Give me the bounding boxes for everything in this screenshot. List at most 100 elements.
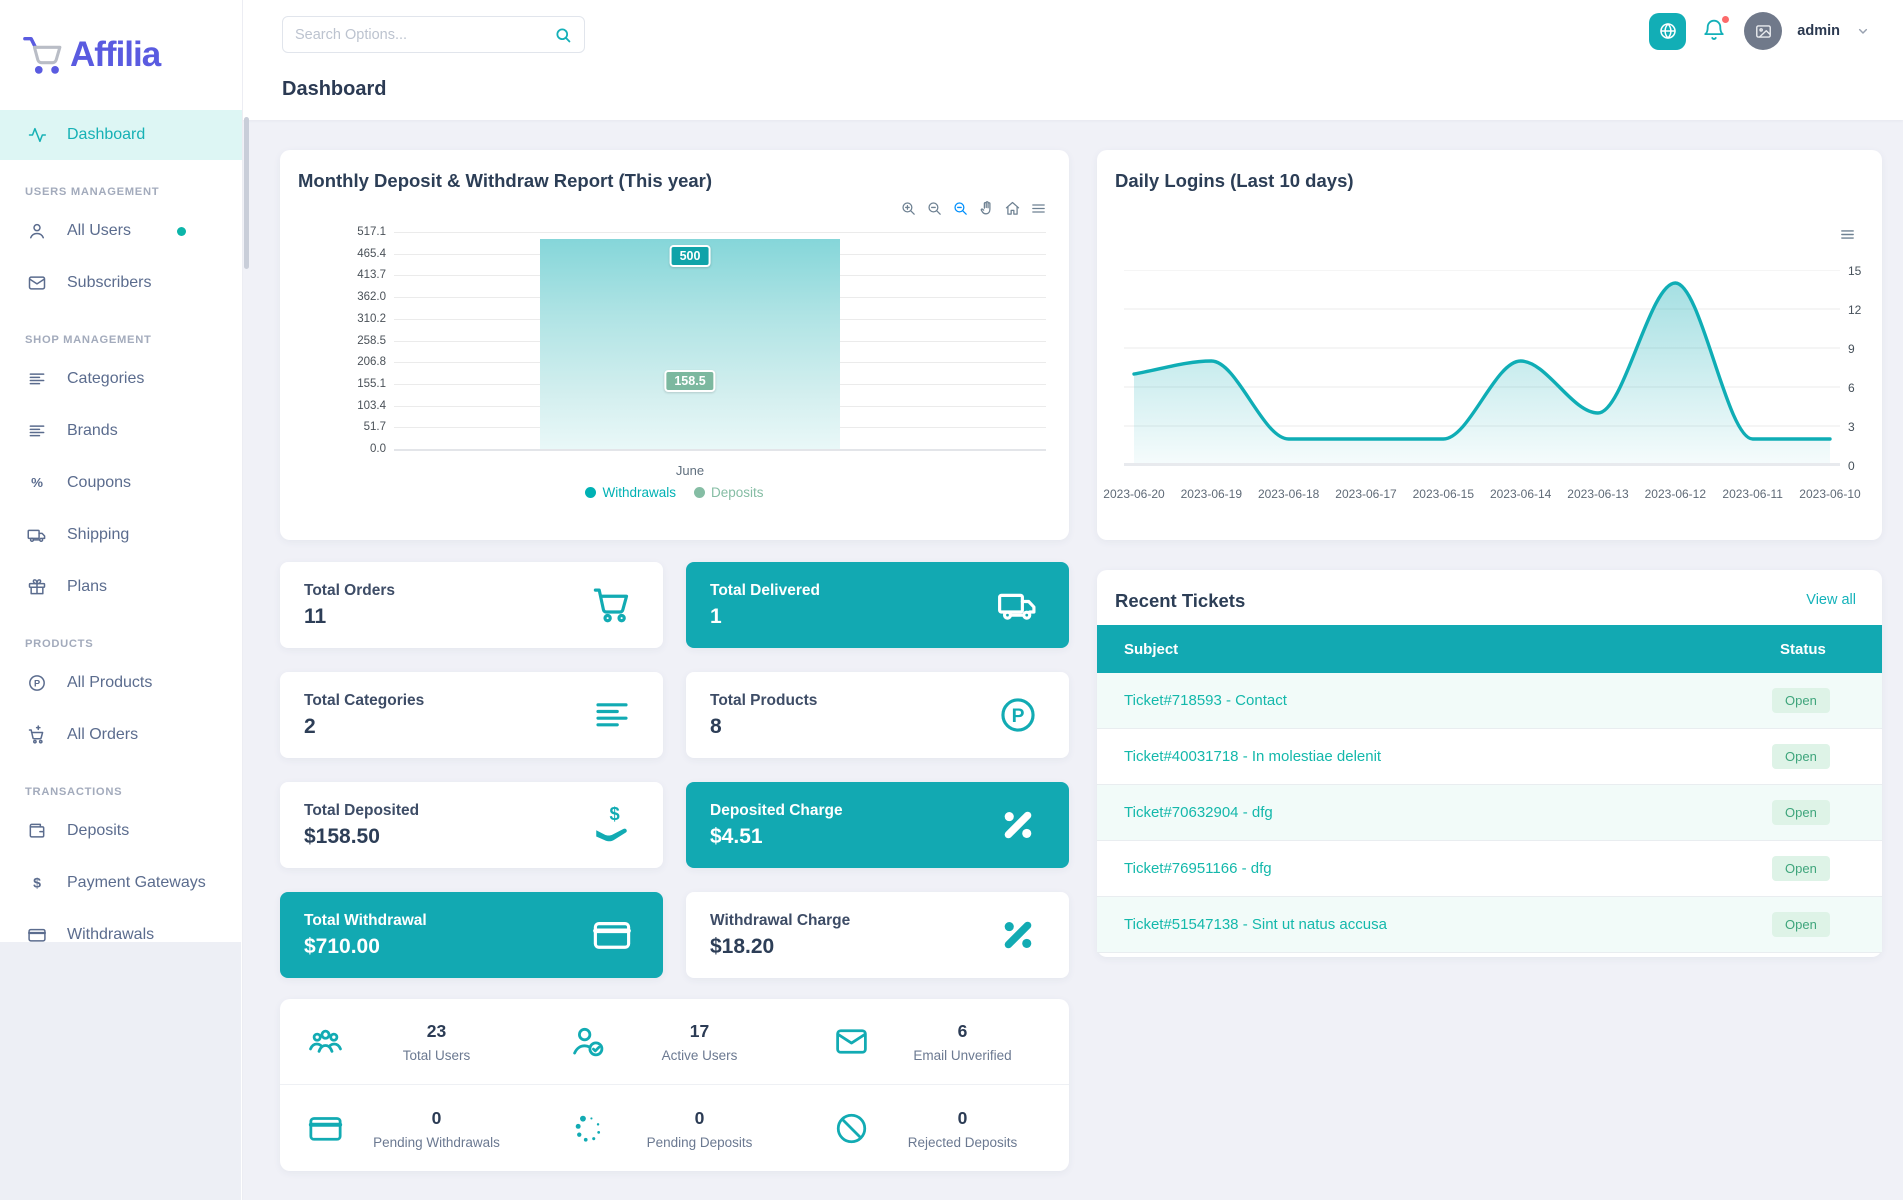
svg-text:%: %: [31, 475, 43, 490]
chevron-down-icon[interactable]: [1855, 23, 1871, 39]
percent-icon: %: [27, 473, 47, 493]
sidebar-item-payment-gateways[interactable]: $ Payment Gateways: [0, 858, 242, 908]
stat-label: Total Orders: [304, 581, 396, 599]
area-chart-svg: [1124, 270, 1840, 465]
sidebar-item-label: Categories: [67, 370, 145, 387]
user-menu[interactable]: admin: [1797, 23, 1840, 39]
status-badge: Open: [1772, 688, 1830, 713]
search-input[interactable]: [283, 26, 554, 43]
y-axis-tick: 362.0: [357, 291, 386, 304]
stat-label: Withdrawal Charge: [710, 911, 851, 929]
sidebar-item-label: Subscribers: [67, 274, 152, 291]
ticket-link[interactable]: Ticket#76951166 - dfg: [1124, 860, 1272, 877]
legend-label: Deposits: [711, 485, 764, 500]
p-circle-icon: P: [27, 673, 47, 693]
x-axis-tick: 2023-06-19: [1180, 487, 1243, 501]
zoom-in-icon[interactable]: [900, 200, 917, 217]
dollar-icon: $: [27, 873, 47, 893]
tickets-rows: Ticket#718593 - Contact Open Ticket#400317…: [1097, 673, 1882, 953]
selection-zoom-icon[interactable]: [952, 200, 969, 217]
y-axis-tick: 413.7: [357, 269, 386, 282]
truck-icon: [27, 525, 47, 545]
x-axis-tick: 2023-06-13: [1567, 487, 1629, 501]
home-icon[interactable]: [1004, 200, 1021, 217]
menu-icon[interactable]: [1839, 226, 1856, 243]
sidebar-item-label: Dashboard: [67, 126, 146, 143]
gift-icon: [27, 577, 47, 597]
y-axis-tick: 258.5: [357, 334, 386, 347]
stat-value: 11: [304, 604, 327, 628]
x-axis-line: [1124, 463, 1840, 466]
sidebar-item-label: Brands: [67, 422, 118, 439]
stat-card-total-categories: Total Categories 2: [280, 672, 663, 758]
activity-icon: [27, 125, 47, 145]
column-status: Status: [1780, 640, 1826, 658]
sidebar-item-all-products[interactable]: P All Products: [0, 658, 242, 708]
ticket-link[interactable]: Ticket#51547138 - Sint ut natus accusa: [1124, 916, 1387, 933]
y-axis-tick: 517.1: [357, 226, 386, 238]
y-axis-tick: 6: [1848, 381, 1855, 395]
ticket-row: Ticket#40031718 - In molestiae delenit Op…: [1097, 729, 1882, 785]
sidebar-item-subscribers[interactable]: Subscribers: [0, 258, 242, 308]
language-button[interactable]: [1649, 12, 1687, 50]
user-check-icon: [570, 1023, 607, 1060]
sidebar-item-label: All Users: [67, 222, 132, 239]
ticket-link[interactable]: Ticket#40031718 - In molestiae delenit: [1124, 748, 1382, 765]
stat-cards-grid: Total Orders 11 Total Delivered 1 Total Cate…: [280, 562, 1069, 978]
legend-item-deposits[interactable]: Deposits: [694, 485, 764, 500]
stat-label: Total Withdrawal: [304, 911, 427, 929]
recent-tickets-card: Recent Tickets View all Subject Status T…: [1097, 570, 1882, 957]
globe-icon: [1658, 21, 1678, 41]
align-icon: [27, 421, 47, 441]
sidebar-item-deposits[interactable]: Deposits: [0, 806, 242, 856]
users-summary-card: 23 Total Users 17 Active Users 6 Email Unveri…: [280, 999, 1069, 1171]
sidebar-scrollbar[interactable]: [244, 117, 249, 269]
ticket-row: Ticket#70632904 - dfg Open: [1097, 785, 1882, 841]
percent-badge-icon: [997, 914, 1039, 956]
sidebar-item-withdrawals[interactable]: Withdrawals: [0, 910, 242, 960]
mail-icon: [27, 273, 47, 293]
summary-item-active-users: 17 Active Users: [543, 999, 806, 1084]
stat-label: Total Delivered: [710, 581, 820, 599]
sidebar-item-coupons[interactable]: % Coupons: [0, 458, 242, 508]
wallet-icon: [27, 821, 47, 841]
sidebar-item-shipping[interactable]: Shipping: [0, 510, 242, 560]
tickets-table: Subject Status Ticket#718593 - Contact Op…: [1097, 625, 1882, 953]
status-cell: Open: [1772, 800, 1882, 825]
view-all-link[interactable]: View all: [1806, 592, 1856, 608]
legend-item-withdrawals[interactable]: Withdrawals: [585, 485, 676, 500]
sidebar-item-dashboard[interactable]: Dashboard: [0, 110, 242, 160]
y-axis-tick: 103.4: [357, 399, 386, 412]
sidebar-section-products: PRODUCTS: [25, 638, 94, 650]
sidebar-item-all-orders[interactable]: All Orders: [0, 710, 242, 760]
avatar-image-icon: [1754, 22, 1773, 41]
zoom-out-icon[interactable]: [926, 200, 943, 217]
pan-icon[interactable]: [978, 200, 995, 217]
chart-toolbar: [900, 200, 1047, 217]
sidebar-item-all-users[interactable]: All Users: [0, 206, 242, 256]
summary-row-2: 0 Pending Withdrawals 0 Pending Deposits 0 Re…: [280, 1086, 1069, 1171]
stat-label: Total Deposited: [304, 801, 420, 819]
avatar[interactable]: [1744, 12, 1783, 50]
sidebar-item-brands[interactable]: Brands: [0, 406, 242, 456]
ticket-link[interactable]: Ticket#70632904 - dfg: [1124, 804, 1273, 821]
cart-logo-icon: [22, 34, 68, 76]
ticket-link[interactable]: Ticket#718593 - Contact: [1124, 692, 1287, 709]
brand-logo[interactable]: Affilia: [0, 0, 242, 110]
sidebar-item-label: All Products: [67, 674, 153, 691]
x-axis-label: June: [675, 463, 705, 478]
y-axis-tick: 12: [1848, 303, 1862, 317]
sidebar-item-label: Withdrawals: [67, 926, 155, 943]
y-axis-tick: 155.1: [357, 377, 386, 390]
notifications-button[interactable]: [1701, 14, 1732, 45]
credit-card-icon: [591, 914, 633, 956]
sidebar-item-plans[interactable]: Plans: [0, 562, 242, 612]
hand-dollar-icon: $: [591, 804, 633, 846]
search-icon[interactable]: [554, 26, 572, 44]
summary-item-email-unverified: 6 Email Unverified: [806, 999, 1069, 1084]
menu-icon[interactable]: [1030, 200, 1047, 217]
stat-card-total-orders: Total Orders 11: [280, 562, 663, 648]
daily-logins-card: Daily Logins (Last 10 days) 15 12 9 6 3 0 2023…: [1097, 150, 1882, 540]
sidebar-item-categories[interactable]: Categories: [0, 354, 242, 404]
y-axis-tick: 51.7: [363, 421, 386, 434]
